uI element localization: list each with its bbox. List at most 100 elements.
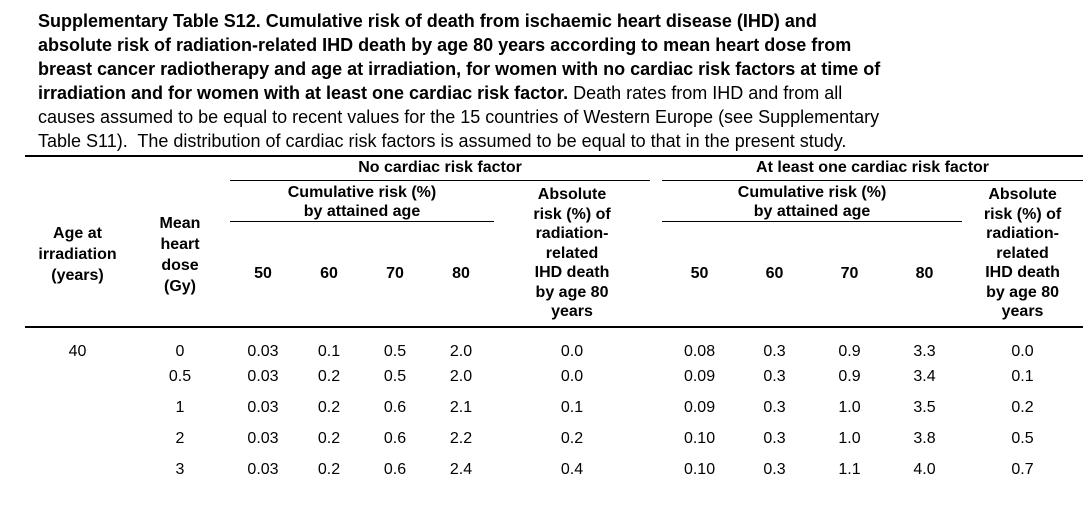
caption-line: Supplementary Table S12. Cumulative risk… xyxy=(38,9,1078,33)
caption-normal-text: causes assumed to be equal to recent val… xyxy=(38,107,880,127)
cell-gap xyxy=(650,454,662,485)
caption-bold-text: absolute risk of radiation-related IHD d… xyxy=(38,35,852,55)
sub-header-row: Cumulative risk (%) by attained age Abso… xyxy=(25,180,1084,328)
caption-bold-text: irradiation and for women with at least … xyxy=(38,83,569,103)
attained-age-row: 50 60 70 80 50 60 70 80 xyxy=(25,221,1083,328)
attained-age-80-left: 80 xyxy=(428,221,494,328)
cell-age xyxy=(25,392,130,423)
cell-dose: 1 xyxy=(175,398,185,416)
col-header-mean-heart-dose: Mean heart dose (Gy) xyxy=(130,156,230,328)
absolute-risk-header-right: Absolute risk (%) of radiation- related … xyxy=(962,180,1084,328)
caption-line: Table S11). The distribution of cardiac … xyxy=(38,129,1078,153)
cell-value: 0.2 xyxy=(317,429,341,447)
cell-value: 0.3 xyxy=(763,429,786,447)
cell-value: 0.5 xyxy=(383,367,407,385)
col-header-age-at-irradiation: Age at irradiation (years) xyxy=(25,156,130,328)
attained-age-60-right: 60 xyxy=(737,221,813,328)
cell-value: 3.4 xyxy=(913,367,936,385)
cell-value: 1.0 xyxy=(838,398,861,416)
cumulative-risk-header-left: Cumulative risk (%) by attained age xyxy=(230,180,494,222)
cell-value: 0.2 xyxy=(317,367,341,385)
cell-value: 4.0 xyxy=(913,460,936,478)
cell-value: 0.09 xyxy=(683,398,716,416)
cell-value: 1.0 xyxy=(838,429,861,447)
cell-absolute-risk: 0.4 xyxy=(560,460,584,478)
cell-value: 0.03 xyxy=(247,429,279,447)
cell-value: 3.8 xyxy=(913,429,936,447)
attained-age-50-left: 50 xyxy=(230,221,296,328)
caption-bold-text: Supplementary Table S12. Cumulative risk… xyxy=(38,11,817,31)
cell-value: 2.0 xyxy=(449,367,473,385)
group-header-row: Age at irradiation (years) Mean heart do… xyxy=(25,156,1084,328)
cell-value: 2.2 xyxy=(449,429,473,447)
caption-line: irradiation and for women with at least … xyxy=(38,81,1078,105)
cell-value: 3.3 xyxy=(913,343,936,360)
cell-value: 0.03 xyxy=(247,460,279,478)
cell-age xyxy=(25,361,130,392)
column-gap xyxy=(650,156,663,328)
table-row: 2 0.03 0.2 0.6 2.2 0.2 0.10 0.3 1.0 3.8 … xyxy=(25,423,1083,454)
cell-dose: 0.5 xyxy=(168,367,192,385)
table-row: 0.5 0.03 0.2 0.5 2.0 0.0 0.09 0.3 0.9 3.… xyxy=(25,361,1083,392)
absolute-risk-header-left: Absolute risk (%) of radiation- related … xyxy=(494,180,651,328)
cell-value: 2.4 xyxy=(449,460,473,478)
cell-absolute-risk: 0.0 xyxy=(560,343,584,360)
cell-dose: 2 xyxy=(175,429,185,447)
cell-gap xyxy=(650,361,662,392)
cell-value: 0.6 xyxy=(383,429,407,447)
cell-value: 0.03 xyxy=(247,398,279,416)
caption-line: causes assumed to be equal to recent val… xyxy=(38,105,1078,129)
table-caption: Supplementary Table S12. Cumulative risk… xyxy=(38,9,1078,153)
cell-age: 40 xyxy=(68,343,87,360)
cell-absolute-risk: 0.2 xyxy=(560,429,584,447)
cell-age xyxy=(25,454,130,485)
cell-dose: 0 xyxy=(175,343,185,360)
table-row: 40 0 0.03 0.1 0.5 2.0 0.0 0.08 0.3 0.9 3… xyxy=(25,327,1083,361)
cell-dose: 3 xyxy=(175,460,185,478)
attained-age-70-left: 70 xyxy=(362,221,428,328)
cumulative-risk-header-right: Cumulative risk (%) by attained age xyxy=(662,180,963,222)
cell-value: 0.2 xyxy=(317,398,341,416)
cell-value: 3.5 xyxy=(913,398,936,416)
cell-value: 0.10 xyxy=(683,429,716,447)
cell-value: 0.10 xyxy=(683,460,716,478)
cell-age xyxy=(25,423,130,454)
caption-normal-text: Table S11). The distribution of cardiac … xyxy=(38,131,847,151)
cell-value: 0.1 xyxy=(317,343,341,360)
cell-value: 0.3 xyxy=(763,398,786,416)
cell-value: 1.1 xyxy=(838,460,861,478)
cell-value: 0.09 xyxy=(683,367,716,385)
table-row: 3 0.03 0.2 0.6 2.4 0.4 0.10 0.3 1.1 4.0 … xyxy=(25,454,1083,485)
cell-value: 0.2 xyxy=(317,460,341,478)
cell-absolute-risk: 0.2 xyxy=(1011,398,1034,416)
cell-value: 0.03 xyxy=(247,343,279,360)
document-page: Supplementary Table S12. Cumulative risk… xyxy=(0,9,1091,485)
cell-value: 0.3 xyxy=(763,343,786,360)
attained-age-70-right: 70 xyxy=(812,221,888,328)
cell-value: 0.9 xyxy=(838,343,861,360)
cell-value: 0.03 xyxy=(247,367,279,385)
cell-value: 0.6 xyxy=(383,398,407,416)
caption-line: absolute risk of radiation-related IHD d… xyxy=(38,33,1078,57)
cell-value: 2.1 xyxy=(449,398,473,416)
attained-age-80-right: 80 xyxy=(887,221,963,328)
attained-age-50-right: 50 xyxy=(662,221,738,328)
cell-gap xyxy=(650,327,662,361)
group-header-at-least-one-risk: At least one cardiac risk factor xyxy=(662,156,1084,181)
caption-line: breast cancer radiotherapy and age at ir… xyxy=(38,57,1078,81)
risk-table: Age at irradiation (years) Mean heart do… xyxy=(25,155,1084,485)
table-row: 1 0.03 0.2 0.6 2.1 0.1 0.09 0.3 1.0 3.5 … xyxy=(25,392,1083,423)
cell-absolute-risk: 0.0 xyxy=(1011,343,1034,360)
cell-absolute-risk: 0.1 xyxy=(1011,367,1034,385)
cell-absolute-risk: 0.5 xyxy=(1011,429,1034,447)
cell-value: 2.0 xyxy=(449,343,473,360)
cell-value: 0.3 xyxy=(763,460,786,478)
cell-value: 0.6 xyxy=(383,460,407,478)
cell-value: 0.3 xyxy=(763,367,786,385)
cell-gap xyxy=(650,423,662,454)
cell-gap xyxy=(650,392,662,423)
cell-value: 0.5 xyxy=(383,343,407,360)
caption-normal-text: Death rates from IHD and from all xyxy=(568,83,843,103)
attained-age-60-left: 60 xyxy=(296,221,362,328)
cell-value: 0.9 xyxy=(838,367,861,385)
